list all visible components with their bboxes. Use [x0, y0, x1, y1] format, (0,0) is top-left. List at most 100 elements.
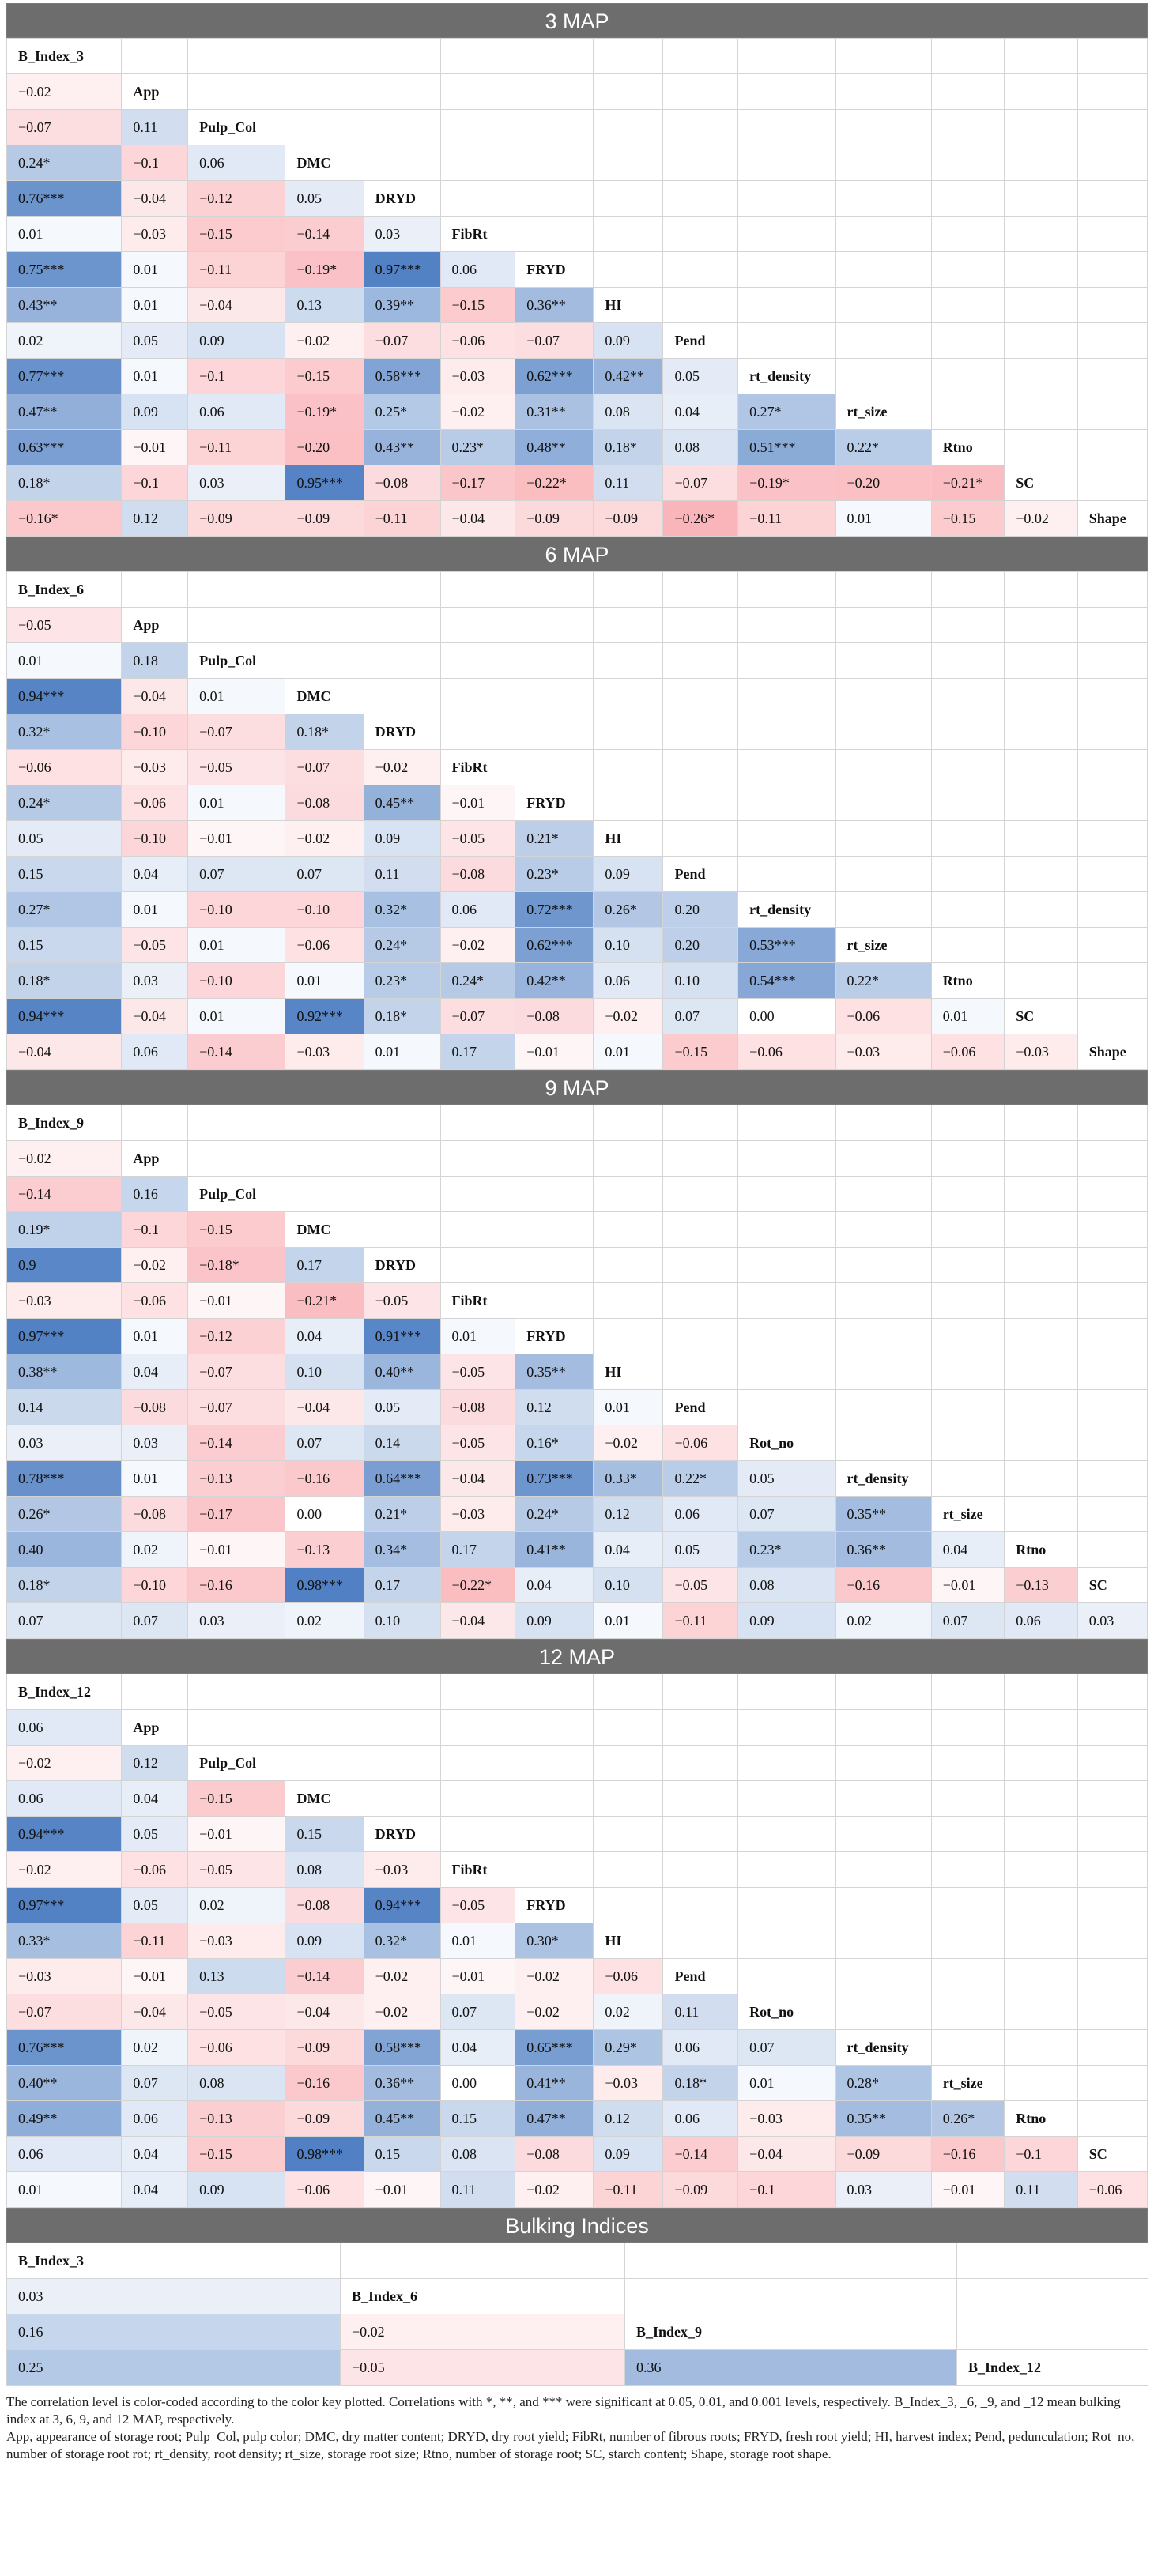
empty-cell — [593, 571, 664, 608]
table-row: 0.76*** −0.04 −0.12 0.05 DRYD — [6, 180, 1148, 217]
empty-cell — [1077, 927, 1148, 963]
correlation-cell: 0.04 — [439, 2029, 516, 2066]
section-header: 3 MAP — [6, 3, 1148, 38]
table-row: 0.07 0.07 0.03 0.02 0.10 −0.04 0.09 0.01 −0.11 0.… — [6, 1602, 1148, 1639]
correlation-cell: −0.11 — [737, 500, 836, 537]
empty-cell — [1077, 1674, 1148, 1710]
empty-cell — [930, 251, 1005, 288]
correlation-cell: 0.08 — [737, 1567, 836, 1603]
empty-cell — [363, 145, 441, 181]
empty-cell — [1004, 1674, 1078, 1710]
empty-cell — [515, 1816, 594, 1852]
correlation-cell: −0.04 — [285, 1994, 364, 2030]
empty-cell — [1004, 287, 1078, 323]
correlation-cell: −0.03 — [187, 1923, 286, 1959]
correlation-cell: 0.11 — [593, 465, 664, 501]
empty-cell — [285, 642, 364, 679]
variable-label: Rtno — [1004, 1531, 1078, 1568]
empty-cell — [363, 642, 441, 679]
correlation-cell: 0.43** — [6, 287, 123, 323]
correlation-cell: 0.01 — [6, 642, 123, 679]
empty-cell — [930, 1105, 1005, 1141]
empty-cell — [930, 749, 1005, 785]
empty-cell — [930, 571, 1005, 608]
correlation-cell: 0.16* — [515, 1425, 594, 1461]
correlation-cell: 0.18* — [6, 465, 123, 501]
empty-cell — [593, 1816, 664, 1852]
correlation-cell: 0.04 — [285, 1318, 364, 1354]
correlation-cell: −0.09 — [515, 500, 594, 537]
correlation-cell: −0.06 — [187, 2029, 286, 2066]
empty-cell — [1004, 927, 1078, 963]
correlation-cell: 0.05 — [363, 1389, 441, 1425]
empty-cell — [593, 678, 664, 714]
empty-cell — [363, 38, 441, 74]
correlation-cell: 0.97*** — [6, 1318, 123, 1354]
correlation-cell: 0.15 — [6, 927, 123, 963]
empty-cell — [593, 749, 664, 785]
empty-cell — [515, 749, 594, 785]
table-row: 0.9 −0.02 −0.18* 0.17 DRYD — [6, 1247, 1148, 1283]
correlation-cell: 0.06 — [1004, 1602, 1078, 1639]
correlation-cell: −0.05 — [6, 607, 123, 643]
empty-cell — [930, 109, 1005, 145]
empty-cell — [515, 1140, 594, 1177]
empty-cell — [363, 73, 441, 110]
empty-cell — [515, 1282, 594, 1319]
correlation-table: B_Index_6 −0.05 App 0.01 0.18 Pulp_Col 0.94***… — [6, 571, 1148, 1070]
correlation-cell: 0.03 — [1077, 1602, 1148, 1639]
empty-cell — [737, 1176, 836, 1212]
empty-cell — [930, 322, 1005, 359]
empty-cell — [285, 1140, 364, 1177]
correlation-cell: 0.08 — [439, 2136, 516, 2172]
correlation-cell: 0.05 — [121, 1816, 189, 1852]
empty-cell — [187, 38, 286, 74]
correlation-cell: 0.95*** — [285, 465, 364, 501]
correlation-cell: 0.35** — [835, 1496, 932, 1532]
correlation-cell: 0.07 — [121, 1602, 189, 1639]
empty-cell — [930, 145, 1005, 181]
correlation-cell: 0.02 — [593, 1994, 664, 2030]
variable-label: Pend — [662, 856, 739, 892]
correlation-cell: 0.97*** — [6, 1887, 123, 1923]
correlation-cell: 0.22* — [662, 1460, 739, 1497]
correlation-cell: 0.12 — [121, 500, 189, 537]
correlation-cell: 0.36 — [624, 2349, 957, 2386]
variable-label: B_Index_3 — [6, 38, 123, 74]
empty-cell — [1004, 1318, 1078, 1354]
correlation-cell: −0.06 — [662, 1425, 739, 1461]
variable-label: SC — [1004, 465, 1078, 501]
empty-cell — [285, 109, 364, 145]
correlation-cell: −0.02 — [439, 394, 516, 430]
empty-cell — [439, 571, 516, 608]
correlation-cell: 0.11 — [662, 1994, 739, 2030]
table-row: −0.02 −0.06 −0.05 0.08 −0.03 FibRt — [6, 1851, 1148, 1888]
empty-cell — [930, 1354, 1005, 1390]
variable-label: FRYD — [515, 1887, 594, 1923]
correlation-table: B_Index_12 0.06 App −0.02 0.12 Pulp_Col 0.06 0.… — [6, 1674, 1148, 2208]
empty-cell — [835, 145, 932, 181]
correlation-cell: 0.03 — [187, 465, 286, 501]
empty-cell — [835, 1816, 932, 1852]
empty-cell — [1004, 1958, 1078, 1994]
empty-cell — [930, 1780, 1005, 1817]
correlation-cell: 0.41** — [515, 2065, 594, 2101]
correlation-cell: 0.10 — [662, 962, 739, 999]
correlation-cell: 0.35** — [835, 2100, 932, 2137]
variable-label: FRYD — [515, 785, 594, 821]
correlation-cell: −0.02 — [363, 749, 441, 785]
empty-cell — [662, 571, 739, 608]
table-row: −0.03 −0.01 0.13 −0.14 −0.02 −0.01 −0.02 −0.06 P… — [6, 1958, 1148, 1994]
correlation-cell: −0.01 — [515, 1034, 594, 1070]
empty-cell — [285, 607, 364, 643]
correlation-cell: 0.11 — [439, 2171, 516, 2208]
empty-cell — [593, 785, 664, 821]
table-row: 0.32* −0.10 −0.07 0.18* DRYD — [6, 714, 1148, 750]
empty-cell — [930, 394, 1005, 430]
correlation-cell: 0.94*** — [363, 1887, 441, 1923]
empty-cell — [930, 1745, 1005, 1781]
empty-cell — [187, 1105, 286, 1141]
correlation-cell: 0.91*** — [363, 1318, 441, 1354]
correlation-cell: 0.12 — [515, 1389, 594, 1425]
correlation-cell: −0.19* — [285, 251, 364, 288]
